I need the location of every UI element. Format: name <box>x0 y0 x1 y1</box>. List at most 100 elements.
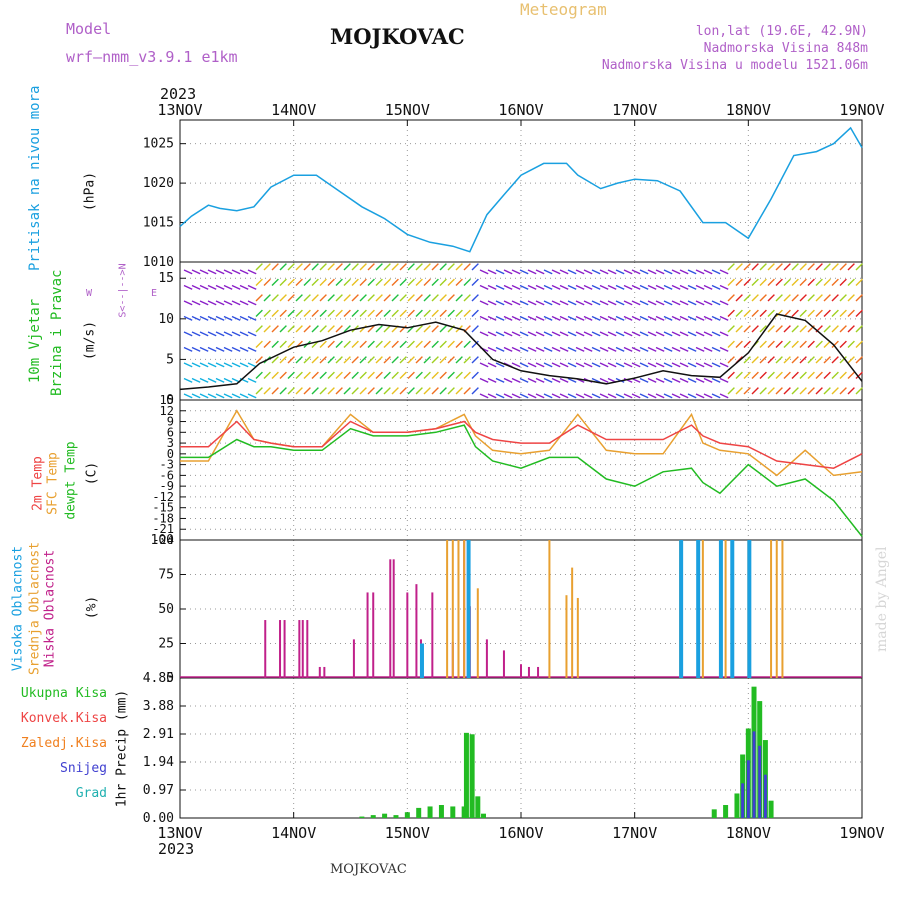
mid-cloud-bar <box>770 540 773 678</box>
wind-barb <box>391 263 399 271</box>
wind-barb <box>375 294 383 302</box>
wind-barb <box>599 377 609 383</box>
wind-barb <box>783 278 791 286</box>
wind-barb <box>543 377 553 383</box>
wind-barb <box>471 263 479 271</box>
wind-barb <box>623 300 633 306</box>
wind-barb <box>615 331 625 337</box>
wind-barb <box>391 387 399 395</box>
wind-barb <box>487 284 497 290</box>
wind-barb <box>559 393 569 399</box>
wind-barb <box>263 278 271 286</box>
wind-barb <box>831 309 839 317</box>
wind-barb <box>751 325 759 333</box>
wind-barb <box>567 377 577 383</box>
wind-barb <box>327 371 335 379</box>
wind-barb <box>191 393 201 399</box>
y-tick-label: -15 <box>152 501 174 515</box>
wind-barb <box>487 362 497 368</box>
wind-barb <box>295 371 303 379</box>
wind-barb <box>791 294 799 302</box>
wind-barb <box>519 269 529 275</box>
wind-barb <box>639 269 649 275</box>
wind-barb <box>431 371 439 379</box>
wind-barb <box>399 325 407 333</box>
wind-barb <box>431 356 439 364</box>
wind-barb <box>503 300 513 306</box>
wind-barb <box>471 325 479 333</box>
wind-barb <box>527 300 537 306</box>
wind-barb <box>671 362 681 368</box>
wind-barb <box>255 356 263 364</box>
wind-barb <box>255 340 263 348</box>
wind-barb <box>431 278 439 286</box>
wind-barb <box>727 294 735 302</box>
wind-barb <box>703 331 713 337</box>
wind-barb <box>399 340 407 348</box>
wind-barb <box>471 278 479 286</box>
wind-barb <box>415 356 423 364</box>
wind-barb <box>247 331 257 337</box>
wind-barb <box>343 356 351 364</box>
wind-barb <box>679 284 689 290</box>
wind-barb <box>351 356 359 364</box>
wind-barb <box>359 263 367 271</box>
wind-barb <box>471 371 479 379</box>
wind-barb <box>215 393 225 399</box>
wind-barb <box>447 387 455 395</box>
wind-barb <box>727 263 735 271</box>
wind-barb <box>671 377 681 383</box>
wind-barb <box>455 340 463 348</box>
wind-barb <box>527 269 537 275</box>
wind-barb <box>823 340 831 348</box>
wind-barb <box>391 356 399 364</box>
precip-total-bar <box>404 812 410 818</box>
wind-barb <box>711 393 721 399</box>
wind-barb <box>671 331 681 337</box>
wind-barb <box>279 309 287 317</box>
wind-barb <box>191 315 201 321</box>
wind-barb <box>623 284 633 290</box>
wind-barb <box>543 315 553 321</box>
wind-barb <box>591 300 601 306</box>
wind-barb <box>711 331 721 337</box>
wind-barb <box>631 315 641 321</box>
wind-barb <box>591 377 601 383</box>
wind-barb <box>823 356 831 364</box>
low-cloud-bar <box>318 666 321 678</box>
wind-barb <box>431 294 439 302</box>
wind-barb <box>759 278 767 286</box>
wind-barb <box>719 284 729 290</box>
wind-barb <box>239 393 249 399</box>
wind-barb <box>839 309 847 317</box>
wind-barb <box>327 263 335 271</box>
wind-barb <box>183 377 193 383</box>
wind-barb <box>455 371 463 379</box>
y-tick-label: -21 <box>152 522 174 536</box>
x-tick-label-top: 13NOV <box>157 101 202 119</box>
mid-cloud-bar <box>457 540 460 678</box>
wind-barb <box>695 331 705 337</box>
wind-barb <box>191 284 201 290</box>
wind-barb <box>735 263 743 271</box>
wind-barb <box>215 300 225 306</box>
mid-cloud-bar <box>724 540 727 678</box>
wind-barb <box>327 294 335 302</box>
wind-barb <box>375 309 383 317</box>
wind-barb <box>631 284 641 290</box>
wind-barb <box>343 340 351 348</box>
wind-barb <box>479 377 489 383</box>
wind-barb <box>775 340 783 348</box>
precip-total-bar <box>469 734 475 818</box>
wind-barb <box>455 278 463 286</box>
wind-barb <box>383 356 391 364</box>
wind-barb <box>823 387 831 395</box>
wind-barb <box>183 346 193 352</box>
wind-barb <box>383 263 391 271</box>
wind-barb <box>215 315 225 321</box>
wind-barb <box>855 387 863 395</box>
wind-barb <box>663 331 673 337</box>
wind-barb <box>847 278 855 286</box>
wind-barb <box>575 269 585 275</box>
